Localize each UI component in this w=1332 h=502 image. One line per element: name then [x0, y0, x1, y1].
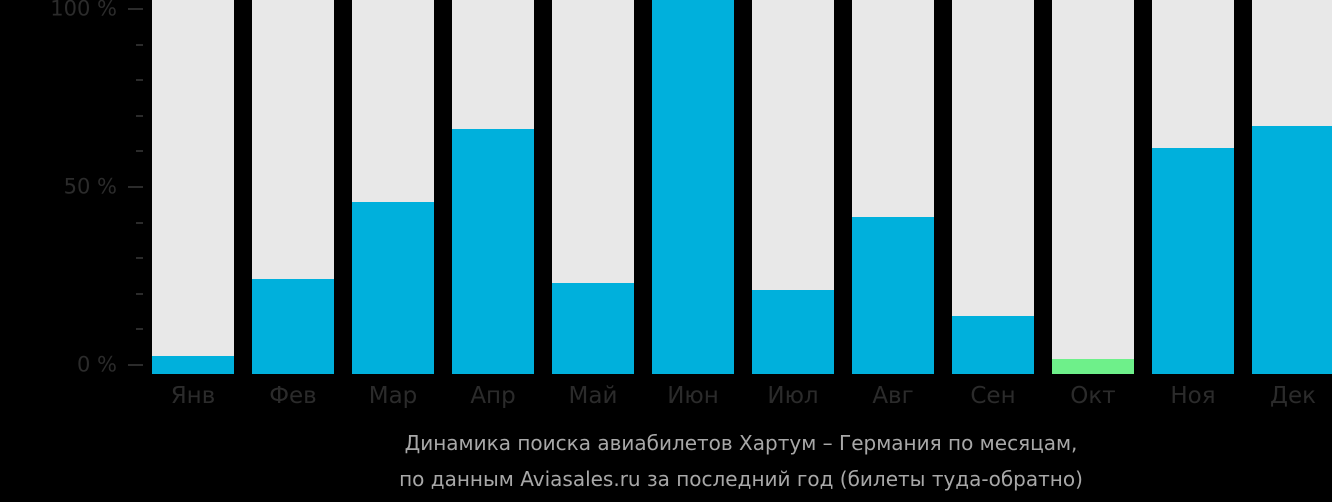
x-tick-label: Дек: [1269, 383, 1316, 409]
x-tick-label: Май: [568, 383, 618, 409]
x-tick-label: Мар: [368, 383, 418, 409]
y-major-tick: [128, 8, 143, 10]
bar-5: [552, 0, 634, 374]
x-tick-label: Сен: [970, 383, 1016, 409]
chart-caption-line-2: по данным Aviasales.ru за последний год …: [399, 467, 1083, 491]
bar-value-fill: [252, 279, 334, 374]
bar-4: [452, 0, 534, 374]
y-minor-tick: [136, 150, 143, 153]
y-minor-tick: [136, 292, 143, 295]
y-tick-label: 50 %: [63, 174, 117, 199]
bar-10: [1052, 0, 1134, 374]
bar-9: [952, 0, 1034, 374]
bar-8: [852, 0, 934, 374]
bar-12: [1252, 0, 1332, 374]
x-tick-label: Ноя: [1170, 383, 1216, 409]
bar-value-fill: [552, 283, 634, 374]
y-tick-label: 100 %: [50, 0, 117, 21]
bar-11: [1152, 0, 1234, 374]
bar-6: [652, 0, 734, 374]
bar-value-fill: [752, 290, 834, 374]
bar-value-fill: [852, 217, 934, 374]
bar-value-fill: [652, 0, 734, 374]
bar-1: [152, 0, 234, 374]
bar-value-fill: [952, 316, 1034, 374]
chart-caption-line-1: Динамика поиска авиабилетов Хартум – Гер…: [404, 431, 1078, 455]
bar-value-fill: [1152, 148, 1234, 374]
y-minor-tick: [136, 114, 143, 117]
y-minor-tick: [136, 79, 143, 82]
bar-value-fill: [1252, 126, 1332, 374]
bar-3: [352, 0, 434, 374]
x-tick-label: Июл: [767, 383, 819, 409]
x-tick-label: Фев: [269, 383, 317, 409]
y-tick-label: 0 %: [77, 352, 117, 377]
bar-7: [752, 0, 834, 374]
x-tick-label: Янв: [170, 383, 216, 409]
bar-value-fill: [352, 202, 434, 374]
x-tick-label: Апр: [470, 383, 516, 409]
bar-value-fill: [1052, 359, 1134, 374]
x-tick-label: Июн: [667, 383, 719, 409]
y-major-tick: [128, 364, 143, 366]
x-tick-label: Авг: [872, 383, 914, 409]
y-minor-tick: [136, 328, 143, 331]
bar-value-fill: [452, 129, 534, 374]
y-minor-tick: [136, 257, 143, 260]
bar-2: [252, 0, 334, 374]
x-tick-label: Окт: [1070, 383, 1116, 409]
y-minor-tick: [136, 43, 143, 46]
y-minor-tick: [136, 221, 143, 224]
y-major-tick: [128, 186, 143, 188]
bar-value-fill: [152, 356, 234, 374]
